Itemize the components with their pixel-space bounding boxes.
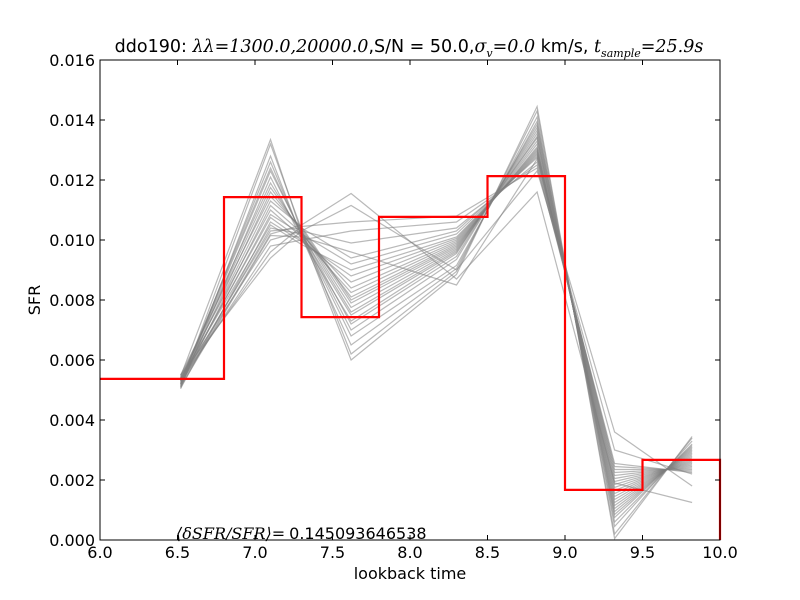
sample-line-10	[180, 136, 693, 504]
title-sigma-sub: v	[486, 47, 493, 60]
title-sn: ,S/N = 50.0,	[368, 37, 474, 57]
y-tick-label: 0.014	[49, 111, 95, 130]
sample-line-4	[180, 119, 693, 524]
y-tick-label: 0.004	[49, 411, 95, 430]
sample-line-7	[180, 128, 693, 513]
sample-line-26	[180, 190, 693, 504]
sample-line-23	[180, 164, 693, 474]
sample-line-25	[180, 169, 693, 487]
sample-lines	[180, 104, 693, 540]
title-kms: km/s,	[535, 37, 594, 57]
sample-line-21	[180, 157, 693, 471]
title-t-val: =25.9s	[641, 37, 704, 57]
sample-line-2	[180, 109, 693, 536]
x-tick-label: 8.5	[475, 543, 500, 562]
y-tick-label: 0.006	[49, 351, 95, 370]
sample-line-19	[180, 154, 693, 477]
sample-line-6	[180, 125, 693, 516]
sample-line-24	[180, 167, 693, 475]
error-annotation: ⟨δSFR/SFR⟩= 0.145093646538	[176, 524, 427, 543]
plot-frame	[99, 59, 721, 541]
y-tick-label: 0.010	[49, 231, 95, 250]
true-sfh-step-line	[100, 175, 722, 540]
tick-labels: 6.0 6.5 7.0 7.5 8.0 8.5 9.0 9.5 10.0 0.000 0.002 0.…	[49, 51, 738, 562]
x-axis-label: lookback time	[354, 564, 467, 583]
title-t-sub: sample	[601, 47, 641, 60]
y-tick-label: 0.016	[49, 51, 95, 70]
title-sigma: σ	[474, 37, 487, 57]
x-tick-label: 10.0	[702, 543, 738, 562]
x-tick-label: 8.0	[397, 543, 422, 562]
y-tick-label: 0.002	[49, 471, 95, 490]
y-axis-label: SFR	[25, 285, 44, 315]
x-tick-label: 6.5	[165, 543, 190, 562]
title-lambda: λλ=1300.0,20000.0	[191, 37, 368, 57]
y-tick-label: 0.000	[49, 531, 95, 550]
sample-line-5	[180, 122, 693, 519]
y-tick-label: 0.008	[49, 291, 95, 310]
y-tick-label: 0.012	[49, 171, 95, 190]
chart-title: ddo190: λλ=1300.0,20000.0,S/N = 50.0,σv=…	[115, 37, 704, 60]
true-sfh	[100, 175, 722, 540]
x-tick-label: 9.0	[552, 543, 577, 562]
title-sigma-val: =0.0	[493, 37, 536, 57]
x-tick-label: 9.5	[630, 543, 655, 562]
sample-line-1	[180, 104, 693, 540]
annotation-value: 0.145093646538	[289, 524, 426, 543]
x-tick-label: 7.5	[320, 543, 345, 562]
annotation-math: ⟨δSFR/SFR⟩=	[176, 524, 285, 543]
x-tick-label: 7.0	[242, 543, 267, 562]
axis-ticks	[99, 59, 721, 541]
x-tick-label: 6.0	[87, 543, 112, 562]
title-prefix: ddo190:	[115, 37, 193, 57]
sample-line-20	[180, 156, 693, 474]
title-t: t	[594, 37, 602, 57]
